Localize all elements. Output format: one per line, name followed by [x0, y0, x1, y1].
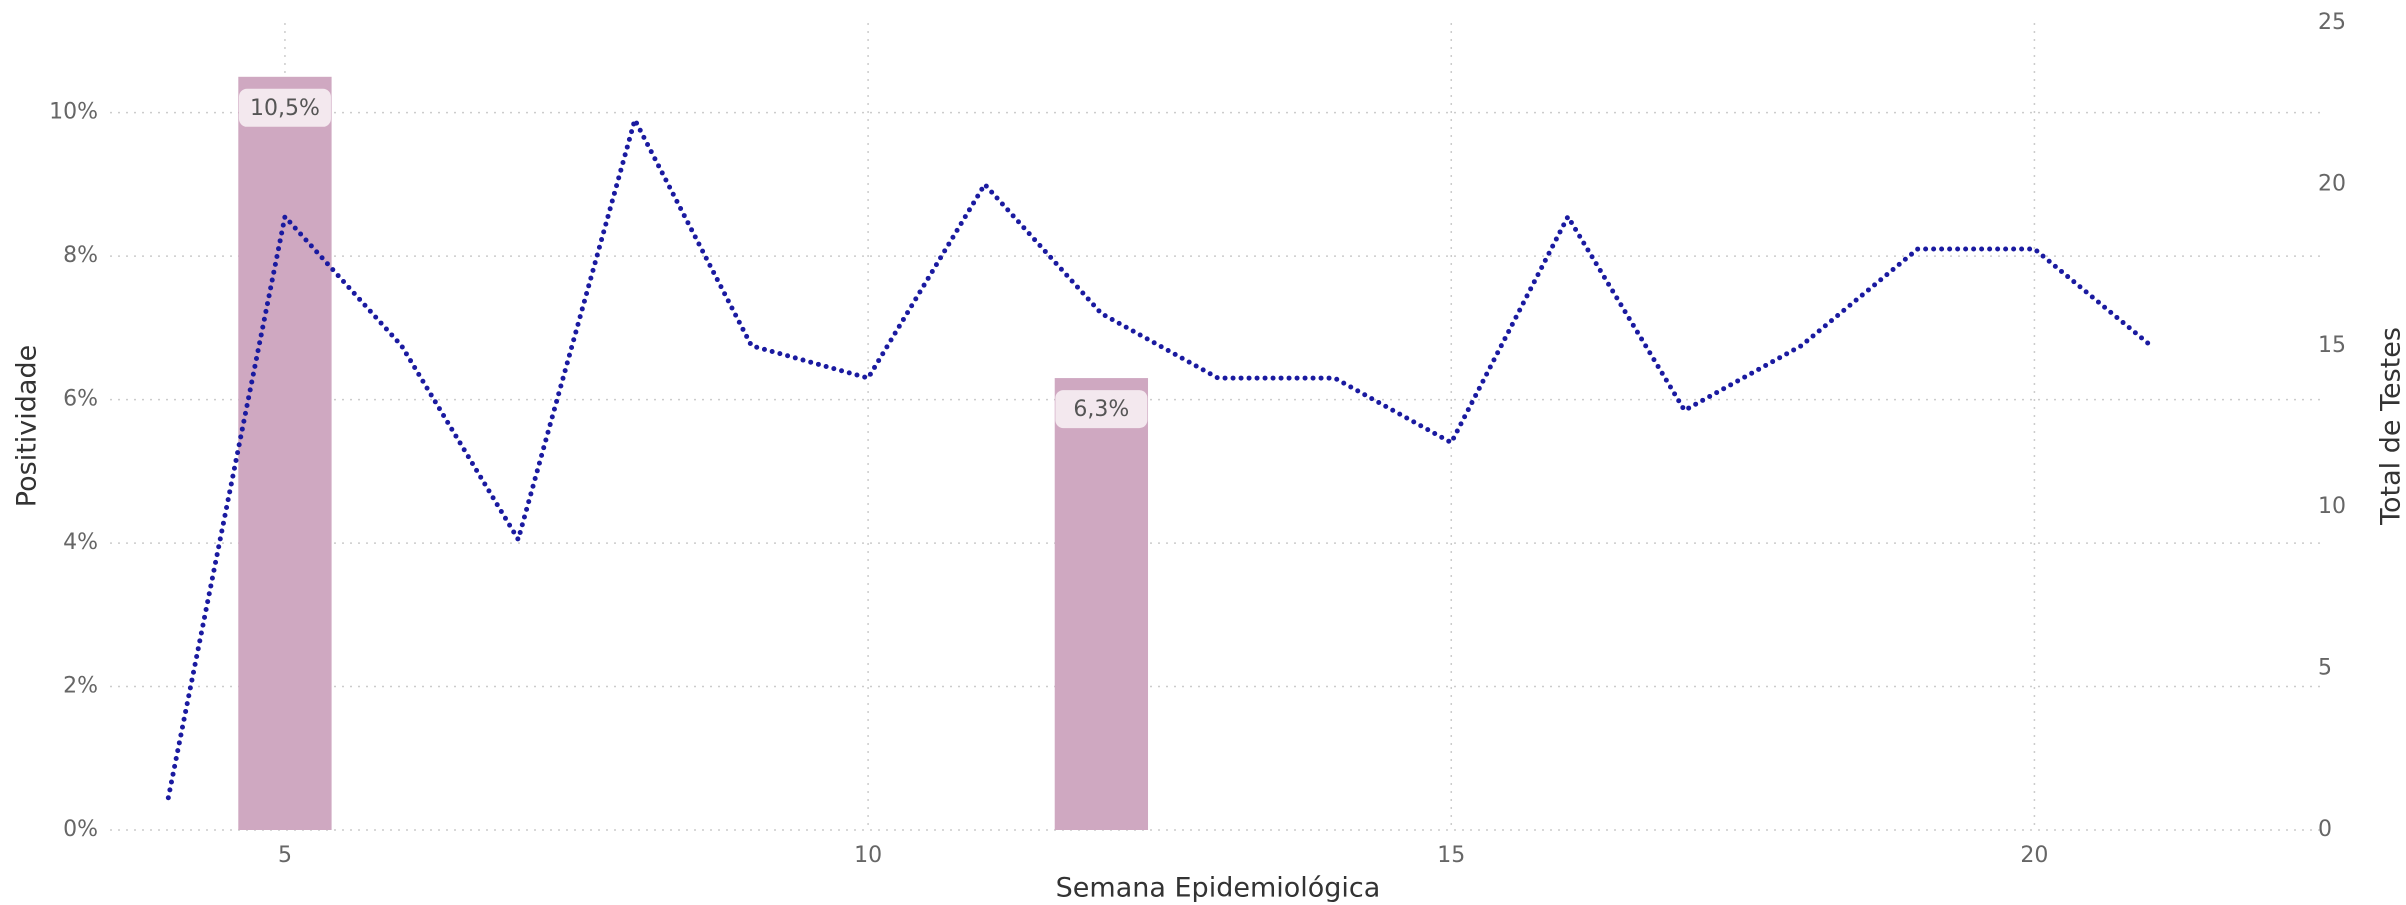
- y2-tick-label: 15: [2318, 333, 2346, 358]
- x-tick-label: 20: [2020, 843, 2048, 868]
- y-tick-label: 0%: [63, 817, 98, 842]
- x-tick-label: 10: [854, 843, 882, 868]
- bar: [238, 76, 332, 831]
- line: [165, 113, 2154, 801]
- y2-tick-label: 0: [2318, 817, 2332, 842]
- y2-axis-title: Total de Testes: [2376, 327, 2406, 526]
- x-axis-title: Semana Epidemiológica: [1056, 873, 1381, 904]
- y2-tick-label: 10: [2318, 494, 2346, 519]
- y-tick-label: 2%: [63, 674, 98, 699]
- data-label: 10,5%: [250, 96, 320, 121]
- x-tick-label: 15: [1437, 843, 1465, 868]
- y-tick-label: 8%: [63, 243, 98, 268]
- x-tick-label: 5: [278, 843, 292, 868]
- data-label: 6,3%: [1073, 397, 1129, 422]
- y-tick-label: 4%: [63, 530, 98, 555]
- y2-tick-label: 25: [2318, 10, 2346, 35]
- y-tick-label: 10%: [49, 100, 98, 125]
- bar: [1054, 378, 1149, 830]
- data-label-bg: [238, 88, 331, 127]
- y-axis-title: Positividade: [12, 345, 43, 507]
- y2-tick-label: 20: [2318, 171, 2346, 196]
- y2-tick-label: 5: [2318, 656, 2332, 681]
- y-tick-label: 6%: [63, 387, 98, 412]
- data-label-bg: [1055, 390, 1148, 429]
